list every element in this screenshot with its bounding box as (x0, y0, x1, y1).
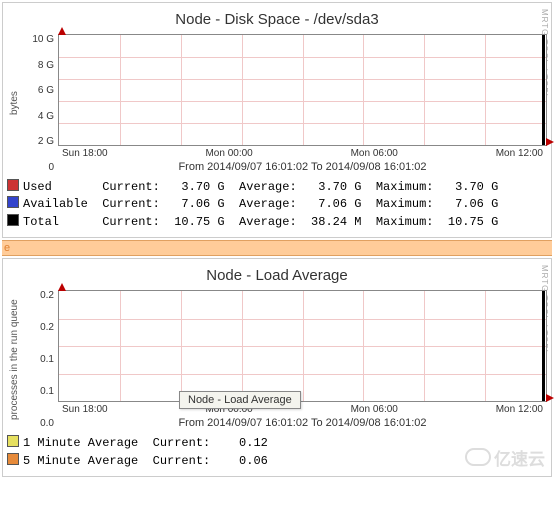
y-axis-arrow-icon (58, 283, 66, 291)
legend-text: Total Current: 10.75 G Average: 38.24 M … (23, 215, 498, 229)
legend-swatch (7, 214, 19, 226)
xtick: Mon 06:00 (351, 404, 398, 415)
legend-swatch (7, 196, 19, 208)
load-end-bar (542, 291, 545, 401)
load-y-axis-label: processes in the run queue (7, 290, 22, 429)
x-axis-arrow-icon (546, 138, 554, 146)
load-chart-row: processes in the run queue 0.2 0.2 0.1 0… (7, 290, 547, 429)
disk-x-axis-ticks: Sun 18:00 Mon 00:00 Mon 06:00 Mon 12:00 (58, 148, 547, 159)
load-chart-title: Node - Load Average (7, 267, 547, 284)
legend-row: Available Current: 7.06 G Average: 7.06 … (7, 196, 547, 213)
xtick: Sun 18:00 (62, 148, 108, 159)
load-time-caption: From 2014/09/07 16:01:02 To 2014/09/08 1… (58, 417, 547, 429)
ytick: 10 G (22, 34, 54, 45)
disk-space-panel: MRTG TOOL / TOBI Node - Disk Space - /de… (2, 2, 552, 238)
legend-row: Total Current: 10.75 G Average: 38.24 M … (7, 214, 547, 231)
disk-y-axis-label: bytes (7, 34, 22, 173)
xtick: Sun 18:00 (62, 404, 108, 415)
legend-text: Used Current: 3.70 G Average: 3.70 G Max… (23, 180, 498, 194)
ytick: 0.0 (22, 418, 54, 429)
ytick: 8 G (22, 60, 54, 71)
xtick: Mon 12:00 (496, 404, 543, 415)
disk-end-bar (542, 35, 545, 145)
disk-legend: Used Current: 3.70 G Average: 3.70 G Max… (7, 179, 547, 231)
ytick: 2 G (22, 136, 54, 147)
ytick: 0.1 (22, 354, 54, 365)
watermark: 亿速云 (465, 445, 545, 470)
legend-row: Used Current: 3.70 G Average: 3.70 G Max… (7, 179, 547, 196)
load-plot-area: Node - Load Average (58, 290, 547, 402)
load-plot-wrap: Node - Load Average Sun 18:00 Mon 00:00 … (58, 290, 547, 429)
watermark-text: 亿速云 (494, 445, 545, 470)
legend-text: 5 Minute Average Current: 0.06 (23, 454, 268, 468)
disk-time-caption: From 2014/09/07 16:01:02 To 2014/09/08 1… (58, 161, 547, 173)
ytick: 0.2 (22, 322, 54, 333)
disk-y-axis-ticks: 10 G 8 G 6 G 4 G 2 G 0 (22, 34, 58, 173)
legend-text: 1 Minute Average Current: 0.12 (23, 436, 268, 450)
load-x-axis-ticks: Sun 18:00 Mon 00:00 Mon 06:00 Mon 12:00 (58, 404, 547, 415)
disk-chart-title: Node - Disk Space - /dev/sda3 (7, 11, 547, 28)
orange-divider-bar: e (2, 240, 552, 256)
hover-tooltip: Node - Load Average (179, 391, 301, 409)
ytick: 0.1 (22, 386, 54, 397)
load-y-axis-ticks: 0.2 0.2 0.1 0.1 0.0 (22, 290, 58, 429)
legend-text: Available Current: 7.06 G Average: 7.06 … (23, 197, 498, 211)
ytick: 6 G (22, 85, 54, 96)
y-axis-arrow-icon (58, 27, 66, 35)
disk-chart-row: bytes 10 G 8 G 6 G 4 G 2 G 0 (7, 34, 547, 173)
ytick: 0.2 (22, 290, 54, 301)
xtick: Mon 12:00 (496, 148, 543, 159)
xtick: Mon 06:00 (351, 148, 398, 159)
legend-swatch (7, 453, 19, 465)
ytick: 0 (22, 162, 54, 173)
load-average-panel: MRTG TOOL / TOBI Node - Load Average pro… (2, 258, 552, 477)
legend-swatch (7, 435, 19, 447)
cloud-icon (465, 448, 491, 466)
legend-swatch (7, 179, 19, 191)
ytick: 4 G (22, 111, 54, 122)
disk-plot-wrap: Sun 18:00 Mon 00:00 Mon 06:00 Mon 12:00 … (58, 34, 547, 173)
disk-plot-area (58, 34, 547, 146)
xtick: Mon 00:00 (205, 148, 252, 159)
x-axis-arrow-icon (546, 394, 554, 402)
